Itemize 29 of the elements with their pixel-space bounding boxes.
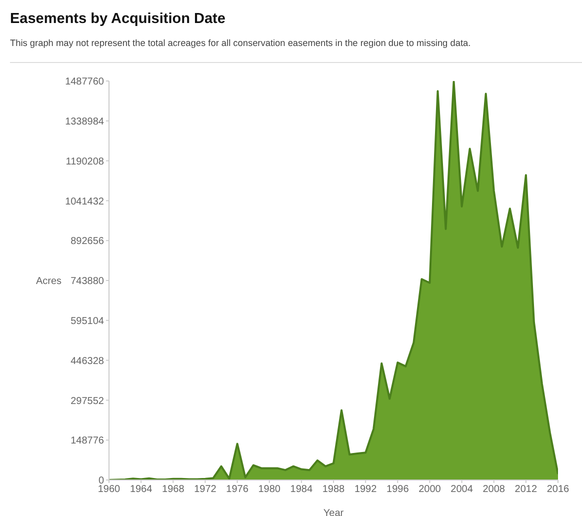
x-tick-label: 1980 xyxy=(258,484,281,496)
x-tick-label: 2016 xyxy=(546,484,570,496)
y-tick-label: 148776 xyxy=(70,436,104,447)
x-tick-label: 1972 xyxy=(194,484,217,496)
y-tick-label: 1487760 xyxy=(65,76,104,88)
x-tick-label: 1964 xyxy=(130,484,153,496)
x-tick-label: 1960 xyxy=(98,484,121,496)
y-tick-label: 297552 xyxy=(70,396,104,407)
x-tick-label: 2008 xyxy=(482,484,506,496)
chart-subtitle: This graph may not represent the total acreages for all conservation easements in the region due to missing data. xyxy=(10,38,471,48)
x-tick-label: 1968 xyxy=(162,484,185,496)
x-tick-label: 1992 xyxy=(354,484,378,496)
x-tick-label: 2004 xyxy=(450,484,474,496)
y-axis-title: Acres xyxy=(36,276,62,288)
x-tick-label: 1984 xyxy=(290,484,313,496)
x-axis-title: Year xyxy=(323,508,344,516)
y-tick-label: 1041432 xyxy=(65,196,104,208)
x-tick-label: 2000 xyxy=(418,484,442,496)
y-tick-label: 1338984 xyxy=(65,116,104,128)
y-tick-label: 743880 xyxy=(70,276,104,288)
y-tick-label: 595104 xyxy=(70,316,104,327)
x-tick-label: 1976 xyxy=(226,484,249,496)
x-tick-label: 2012 xyxy=(514,484,538,496)
chart-title: Easements by Acquisition Date xyxy=(10,11,226,27)
x-tick-label: 1996 xyxy=(386,484,410,496)
y-tick-label: 1190208 xyxy=(66,156,104,168)
y-tick-label: 892656 xyxy=(70,236,104,248)
y-tick-label: 446328 xyxy=(70,356,104,367)
x-tick-label: 1988 xyxy=(322,484,346,496)
